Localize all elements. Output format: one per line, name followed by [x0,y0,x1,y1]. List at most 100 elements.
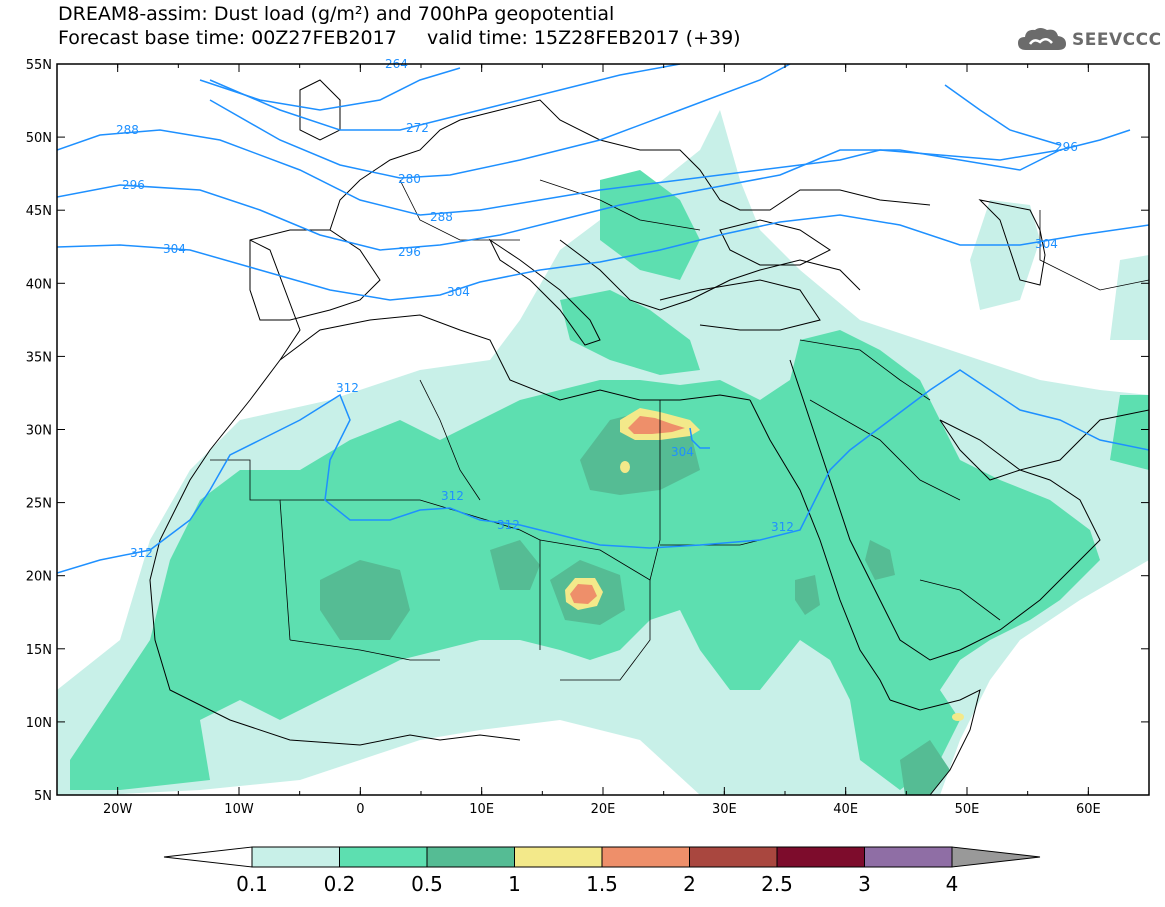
colorbar-segment [601,846,690,868]
contour-label: 272 [406,121,429,135]
dust-region-dark-sahel [320,560,410,640]
lon-label: 60E [1076,802,1101,817]
border-6 [560,580,651,681]
lat-label: 15N [26,643,52,658]
geopotential-contours [57,64,1149,574]
coast-red-sea-east [789,359,961,661]
border-7 [289,639,440,661]
colorbar-tick-label: 1 [508,872,521,896]
border-11 [399,179,520,241]
dust-region-orange-libya [628,416,685,434]
colorbar-tick-label: 4 [946,872,959,896]
contour-label: 304 [1035,237,1058,251]
colorbar-segment [426,846,515,868]
contour-label: 304 [671,445,694,459]
lon-label: 10E [469,802,494,817]
country-borders [210,179,1149,681]
coast-persian-gulf [939,409,1149,471]
lat-label: 55N [26,58,52,73]
colorbar-tick-label: 2.5 [761,872,793,896]
lon-label: 50E [955,802,980,817]
dust-region-medium [70,330,1100,790]
contour-label: 312 [441,489,464,503]
coast-balkans [559,239,861,311]
logo-text: SEEVCCC [1072,30,1162,50]
contour-304-w [57,214,1149,301]
lon-label: 20W [103,802,133,817]
lat-label: 20N [26,570,52,585]
border-9 [799,339,931,401]
coast-caspian [978,199,1046,286]
colorbar-tick-label: 0.5 [411,872,443,896]
dust-shading [57,110,1149,795]
dust-region-medium-med [560,290,700,375]
lat-label: 25N [26,497,52,512]
dust-region-medium-bal [600,170,700,280]
colorbar-tick-label: 0.2 [324,872,356,896]
lon-label: 40E [833,802,858,817]
colorbar-segment [689,846,778,868]
dust-region-medium-ne [1110,395,1149,470]
colorbar-tick-label: 3 [858,872,871,896]
contour-296-w [57,149,1061,251]
lon-label: 0 [356,802,364,817]
coast-black-sea [719,219,831,266]
colorbar-over [951,846,1041,868]
lat-label: 10N [26,716,52,731]
border-13 [1039,210,1149,291]
colorbar: 0.1 0.2 0.5 1 1.5 2 2.5 3 4 [163,846,1041,896]
colorbar-segment [864,846,953,868]
lat-label: 35N [26,350,52,365]
colorbar-under [163,846,253,868]
dust-region-yellow-dot1 [620,461,630,473]
coastlines [149,79,1149,795]
contour-label: 296 [122,178,145,192]
lat-label: 45N [26,204,52,219]
coast-red-sea [749,399,891,701]
coast-arabia [939,419,1101,651]
map-title: DREAM8-assim: Dust load (g/m²) and 700hP… [58,3,615,25]
contour-312 [57,369,1149,574]
contour-296-ne [944,84,1061,146]
lat-label: 40N [26,277,52,292]
contour-label: 304 [447,285,470,299]
dust-region-yellow-dot2 [952,713,964,721]
contour-label-group: 264 272 280 288 288 296 296 296 304 304 … [116,57,1078,560]
colorbar-segment [776,846,865,868]
coast-africa-west [149,239,521,746]
contour-label: 312 [130,546,153,560]
contour-label: 288 [116,123,139,137]
dust-region-dark-niger [490,540,540,590]
border-8 [809,399,961,501]
seevccc-logo: SEEVCCC [1016,26,1162,54]
contour-label: 312 [336,381,359,395]
border-5 [660,539,761,546]
border-10 [919,579,1001,621]
colorbar-tick-label: 2 [683,872,696,896]
contour-280 [209,64,791,179]
colorbar-tick-label: 0.1 [236,872,268,896]
coast-horn [889,689,981,795]
contour-288-e [879,129,1131,161]
longitude-ticks: 20W 10W 0 10E 20E 30E 40E 50E 60E [56,64,1150,817]
dust-region-light-ne [1110,255,1149,340]
contour-288-w [57,129,881,216]
colorbar-segment [339,846,428,868]
border-12 [539,179,701,231]
contour-label: 296 [1055,140,1078,154]
contour-label: 312 [497,518,520,532]
dust-region-dark-horn [900,740,950,795]
contour-label: 288 [430,210,453,224]
border-2 [280,499,541,650]
border-1 [210,459,291,641]
contour-label: 296 [398,245,421,259]
lat-label: 5N [34,789,52,804]
colorbar-tick-label: 1.5 [586,872,618,896]
dust-region-light-cau [970,200,1040,310]
dust-region-dark-arabia [865,540,895,580]
lon-label: 20E [591,802,616,817]
dust-region-orange-chad [570,584,597,604]
contour-304-libya [689,427,710,449]
lat-label: 50N [26,131,52,146]
